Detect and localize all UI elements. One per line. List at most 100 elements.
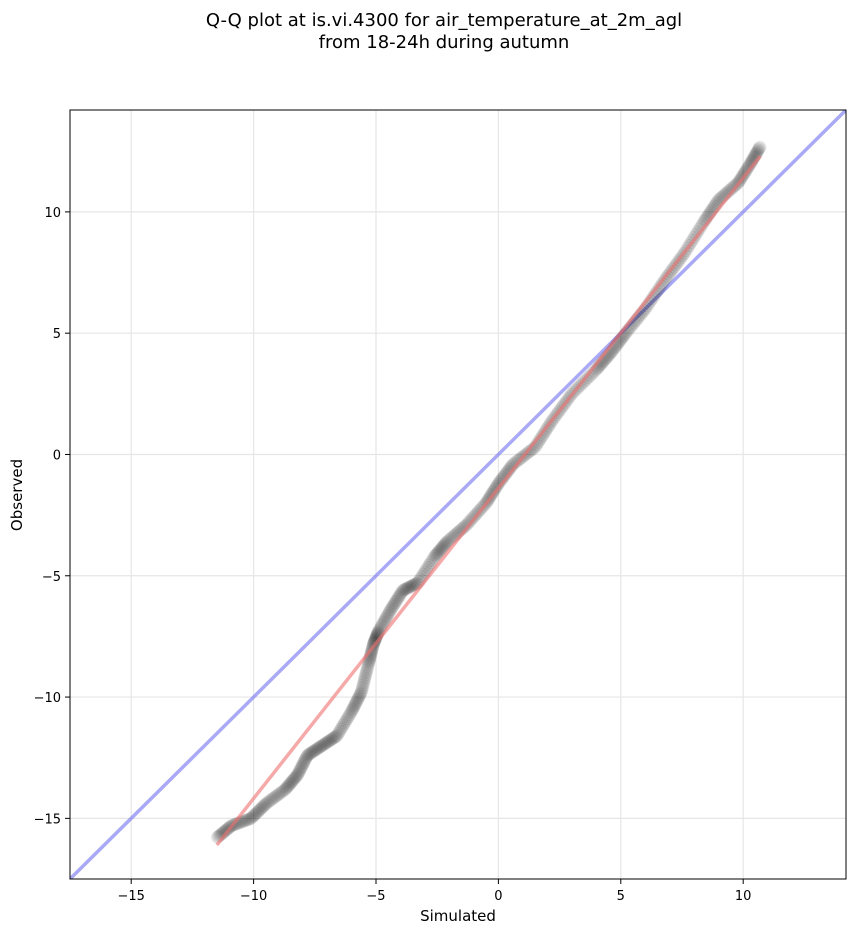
quantile-point (353, 687, 367, 701)
quantile-point (394, 586, 408, 600)
quantile-point (432, 544, 446, 558)
quantile-point (320, 735, 334, 749)
y-tick-label: −15 (34, 812, 61, 827)
plot-frame (69, 109, 847, 880)
quantile-point (311, 741, 325, 755)
quantile-point (434, 542, 448, 556)
quantile-point (356, 678, 370, 692)
y-tick-label: −10 (34, 691, 61, 706)
quantile-point (375, 617, 389, 631)
quantile-point (299, 751, 313, 765)
quantile-point (388, 596, 402, 610)
quantile-point (347, 700, 361, 714)
quantile-point (421, 560, 435, 574)
quantile-point (349, 695, 363, 709)
quantile-point (276, 784, 290, 798)
quantile-point (344, 706, 358, 720)
quantile-point (246, 810, 260, 824)
quantile-point (279, 781, 293, 795)
quantile-point (248, 807, 262, 821)
quantile-point (291, 767, 305, 781)
quantile-point (300, 749, 314, 763)
quantile-point (263, 794, 277, 808)
quantile-point (441, 534, 455, 548)
fit-line (215, 155, 762, 847)
quantile-point (400, 581, 414, 595)
quantile-point (298, 754, 312, 768)
quantile-point (347, 699, 361, 713)
quantile-point (280, 780, 294, 794)
quantile-point (265, 792, 279, 806)
quantile-point (740, 163, 754, 177)
quantile-point (384, 602, 398, 616)
x-axis-label: Simulated (420, 907, 496, 925)
quantile-point (217, 825, 231, 839)
quantile-point (306, 745, 320, 759)
quantile-point (340, 712, 354, 726)
quantile-point (247, 809, 261, 823)
y-tick-label: −5 (42, 570, 61, 585)
quantile-points (211, 140, 767, 844)
quantile-point (742, 159, 756, 173)
plot-area (70, 110, 846, 879)
quantile-point (752, 142, 766, 156)
quantile-point (393, 587, 407, 601)
quantile-point (297, 756, 311, 770)
quantile-point (334, 722, 348, 736)
quantile-point (238, 814, 252, 828)
quantile-point (404, 579, 418, 593)
quantile-point (305, 745, 319, 759)
quantile-point (278, 782, 292, 796)
quantile-point (435, 540, 449, 554)
quantile-point (301, 748, 315, 762)
quantile-point (285, 775, 299, 789)
quantile-point (392, 589, 406, 603)
quantile-point (650, 284, 664, 298)
quantile-point (329, 730, 343, 744)
quantile-point (296, 757, 310, 771)
quantile-point (326, 731, 340, 745)
quantile-point (390, 592, 404, 606)
quantile-point (322, 734, 336, 748)
y-axis-label: Observed (8, 459, 26, 531)
quantile-point (293, 762, 307, 776)
quantile-point (350, 694, 364, 708)
quantile-point (324, 733, 338, 747)
quantile-point (379, 612, 393, 626)
quantile-point (289, 770, 303, 784)
quantile-point (260, 796, 274, 810)
quantile-point (724, 182, 738, 196)
quantile-point (310, 742, 324, 756)
quantile-point (430, 547, 444, 561)
quantile-point (266, 791, 280, 805)
quantile-point (341, 710, 355, 724)
quantile-point (751, 143, 765, 157)
quantile-point (239, 813, 253, 827)
quantile-point (253, 802, 267, 816)
quantile-point (325, 732, 339, 746)
x-tick-label: 5 (617, 889, 625, 904)
quantile-point (439, 535, 453, 549)
quantile-point (312, 740, 326, 754)
quantile-point (753, 140, 767, 154)
quantile-point (583, 368, 597, 382)
quantile-point (319, 736, 333, 750)
quantile-point (386, 599, 400, 613)
quantile-point (368, 633, 382, 647)
quantile-point (422, 558, 436, 572)
quantile-point (244, 811, 258, 825)
quantile-point (292, 766, 306, 780)
quantile-point (295, 759, 309, 773)
quantile-point (525, 443, 539, 457)
quantile-point (424, 556, 438, 570)
quantile-point (333, 724, 347, 738)
y-tick-label: 5 (53, 327, 61, 342)
quantile-point (389, 594, 403, 608)
quantile-point (336, 718, 350, 732)
chart-title-line-2: from 18-24h during autumn (319, 32, 570, 53)
quantile-point (533, 433, 547, 447)
quantile-point (288, 771, 302, 785)
quantile-point (382, 606, 396, 620)
quantile-point (270, 789, 284, 803)
